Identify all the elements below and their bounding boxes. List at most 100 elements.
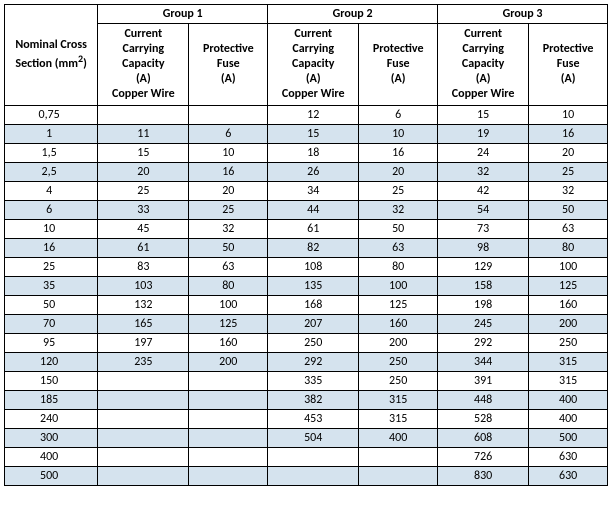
cell-g3-ccc: 73 <box>438 220 529 239</box>
cell-g3-ccc: 42 <box>438 182 529 201</box>
col-header-g1-ccc: CurrentCarryingCapacity(A)Copper Wire <box>98 24 189 106</box>
cell-g1-ccc: 165 <box>98 315 189 334</box>
cell-g3-fuse: 20 <box>529 144 608 163</box>
cell-g2-ccc <box>268 467 359 486</box>
cell-g1-fuse: 32 <box>189 220 268 239</box>
cell-g2-fuse: 250 <box>359 372 438 391</box>
cell-g2-ccc: 82 <box>268 239 359 258</box>
cell-g3-ccc: 98 <box>438 239 529 258</box>
table-row: 3510380135100158125 <box>5 277 608 296</box>
cell-g1-ccc: 15 <box>98 144 189 163</box>
cell-g3-ccc: 726 <box>438 448 529 467</box>
cell-g2-ccc: 382 <box>268 391 359 410</box>
col-header-g3-ccc: CurrentCarryingCapacity(A)Copper Wire <box>438 24 529 106</box>
table-row: 185382315448400 <box>5 391 608 410</box>
cell-g1-fuse: 80 <box>189 277 268 296</box>
cell-g2-ccc: 453 <box>268 410 359 429</box>
cell-g2-fuse: 160 <box>359 315 438 334</box>
cell-g1-ccc <box>98 410 189 429</box>
cell-g2-fuse: 10 <box>359 125 438 144</box>
col-header-g1-fuse: ProtectiveFuse(A) <box>189 24 268 106</box>
table-row: 300504400608500 <box>5 429 608 448</box>
cell-g3-fuse: 25 <box>529 163 608 182</box>
table-row: 6332544325450 <box>5 201 608 220</box>
cell-g3-ccc: 830 <box>438 467 529 486</box>
cell-g2-fuse: 16 <box>359 144 438 163</box>
cell-g1-fuse <box>189 106 268 125</box>
cell-g1-ccc: 83 <box>98 258 189 277</box>
table-row: 70165125207160245200 <box>5 315 608 334</box>
cell-section: 95 <box>5 334 98 353</box>
cell-g1-fuse: 160 <box>189 334 268 353</box>
cell-section: 10 <box>5 220 98 239</box>
cell-g2-fuse: 80 <box>359 258 438 277</box>
cell-g1-ccc <box>98 467 189 486</box>
cell-g1-ccc: 25 <box>98 182 189 201</box>
table-row: 120235200292250344315 <box>5 353 608 372</box>
cell-g1-fuse: 25 <box>189 201 268 220</box>
cell-g3-fuse: 80 <box>529 239 608 258</box>
cell-g1-fuse: 50 <box>189 239 268 258</box>
cell-g2-ccc: 44 <box>268 201 359 220</box>
cell-g1-fuse: 125 <box>189 315 268 334</box>
cell-g1-fuse <box>189 448 268 467</box>
cell-g3-ccc: 608 <box>438 429 529 448</box>
cell-g3-ccc: 391 <box>438 372 529 391</box>
cell-g1-fuse: 100 <box>189 296 268 315</box>
cell-g3-ccc: 54 <box>438 201 529 220</box>
cell-g2-ccc: 12 <box>268 106 359 125</box>
cell-g3-ccc: 292 <box>438 334 529 353</box>
table-row: 111615101916 <box>5 125 608 144</box>
cell-g1-ccc: 45 <box>98 220 189 239</box>
cell-g1-ccc: 132 <box>98 296 189 315</box>
cell-section: 1 <box>5 125 98 144</box>
table-row: 4252034254232 <box>5 182 608 201</box>
cell-g3-fuse: 50 <box>529 201 608 220</box>
cell-g3-ccc: 448 <box>438 391 529 410</box>
cell-g3-fuse: 500 <box>529 429 608 448</box>
cell-g1-fuse <box>189 410 268 429</box>
cell-g2-ccc: 15 <box>268 125 359 144</box>
cell-g3-fuse: 630 <box>529 467 608 486</box>
cell-section: 150 <box>5 372 98 391</box>
cell-g2-fuse: 20 <box>359 163 438 182</box>
cell-g3-fuse: 400 <box>529 391 608 410</box>
cell-g2-fuse: 50 <box>359 220 438 239</box>
col-header-g2-ccc: CurrentCarryingCapacity(A)Copper Wire <box>268 24 359 106</box>
row-header-section-text: Nominal CrossSection (mm2) <box>15 38 87 71</box>
cell-g3-ccc: 158 <box>438 277 529 296</box>
cell-g3-ccc: 32 <box>438 163 529 182</box>
cell-g2-fuse: 200 <box>359 334 438 353</box>
cell-g2-fuse: 6 <box>359 106 438 125</box>
cell-g3-ccc: 19 <box>438 125 529 144</box>
cell-g2-fuse: 25 <box>359 182 438 201</box>
cell-g1-ccc: 61 <box>98 239 189 258</box>
cell-g1-ccc: 11 <box>98 125 189 144</box>
cell-g1-fuse: 200 <box>189 353 268 372</box>
cell-g2-fuse: 100 <box>359 277 438 296</box>
cell-g3-ccc: 245 <box>438 315 529 334</box>
cell-g1-ccc: 235 <box>98 353 189 372</box>
cell-g2-ccc: 135 <box>268 277 359 296</box>
cell-g1-ccc: 103 <box>98 277 189 296</box>
cell-g2-ccc: 34 <box>268 182 359 201</box>
cell-g3-ccc: 129 <box>438 258 529 277</box>
cell-g3-fuse: 160 <box>529 296 608 315</box>
cell-g1-fuse: 20 <box>189 182 268 201</box>
table-row: 95197160250200292250 <box>5 334 608 353</box>
cell-g2-ccc <box>268 448 359 467</box>
cell-g3-ccc: 24 <box>438 144 529 163</box>
cell-section: 500 <box>5 467 98 486</box>
table-row: 500 830630 <box>5 467 608 486</box>
cell-g2-ccc: 504 <box>268 429 359 448</box>
cell-section: 50 <box>5 296 98 315</box>
cell-section: 6 <box>5 201 98 220</box>
cell-g2-ccc: 207 <box>268 315 359 334</box>
cell-g3-ccc: 198 <box>438 296 529 315</box>
cell-g2-ccc: 18 <box>268 144 359 163</box>
table-row: 2,5201626203225 <box>5 163 608 182</box>
cell-g1-fuse: 6 <box>189 125 268 144</box>
table-row: 25836310880129100 <box>5 258 608 277</box>
cell-section: 16 <box>5 239 98 258</box>
table-row: 240453315528400 <box>5 410 608 429</box>
